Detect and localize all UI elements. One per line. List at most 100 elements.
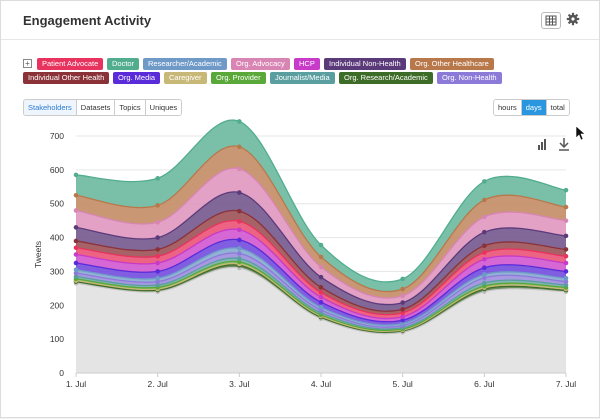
point-doctor[interactable] [155, 176, 160, 181]
point-org-advocacy[interactable] [73, 208, 79, 213]
point-individual-non-health[interactable] [318, 274, 324, 280]
point-doctor[interactable] [73, 172, 79, 178]
point-org-advocacy[interactable] [482, 214, 487, 220]
tab-total[interactable]: total [546, 100, 569, 115]
point-individual-other-health[interactable] [73, 238, 79, 244]
point-org-non-health[interactable] [73, 270, 79, 276]
point-patient-advocate[interactable] [73, 245, 79, 251]
point-doctor[interactable] [482, 179, 487, 184]
point-hcp[interactable] [400, 314, 405, 320]
category-tag[interactable]: Org. Provider [211, 72, 266, 84]
tab-stakeholders[interactable]: Stakeholders [24, 100, 77, 115]
point-individual-other-health[interactable] [563, 247, 569, 252]
point-individual-non-health[interactable] [155, 235, 160, 240]
point-org-advocacy[interactable] [155, 220, 160, 225]
point-org-other-healthcare[interactable] [73, 192, 79, 198]
point-patient-advocate[interactable] [155, 253, 160, 259]
point-org-other-healthcare[interactable] [318, 254, 324, 260]
point-individual-other-health[interactable] [318, 285, 324, 290]
category-tag[interactable]: Patient Advocate [37, 58, 104, 70]
point-patient-advocate[interactable] [563, 253, 569, 259]
point-org-advocacy[interactable] [400, 293, 405, 299]
category-tag[interactable]: Org. Media [113, 72, 161, 84]
point-org-other-healthcare[interactable] [237, 144, 242, 150]
point-individual-non-health[interactable] [482, 229, 487, 235]
point-journalist-media[interactable] [73, 274, 79, 279]
point-patient-advocate[interactable] [237, 219, 242, 224]
point-org-media[interactable] [237, 237, 242, 243]
category-tag[interactable]: Researcher/Academic [143, 58, 227, 70]
point-researcher-academic[interactable] [563, 275, 569, 281]
point-org-other-healthcare[interactable] [400, 286, 405, 292]
point-org-other-healthcare[interactable] [482, 197, 487, 203]
point-hcp[interactable] [482, 256, 487, 262]
point-doctor[interactable] [318, 242, 324, 248]
point-journalist-media[interactable] [482, 280, 487, 286]
category-tag[interactable]: Individual Non-Health [324, 58, 406, 70]
point-journalist-media[interactable] [155, 282, 160, 288]
point-researcher-academic[interactable] [482, 272, 487, 277]
point-doctor[interactable] [237, 119, 242, 124]
point-org-other-healthcare[interactable] [563, 204, 569, 210]
area-org-advocacy[interactable] [76, 168, 566, 305]
tab-days[interactable]: days [521, 100, 547, 115]
category-tag[interactable]: Org. Research/Academic [339, 72, 433, 84]
category-tag[interactable]: Org. Advocacy [231, 58, 290, 70]
point-org-advocacy[interactable] [318, 264, 324, 270]
point-org-non-health[interactable] [155, 279, 160, 284]
point-hcp[interactable] [73, 252, 79, 257]
category-tag[interactable]: Journalist/Media [270, 72, 335, 84]
point-org-media[interactable] [155, 269, 160, 274]
point-doctor[interactable] [563, 187, 569, 193]
download-icon[interactable] [559, 138, 569, 151]
point-individual-non-health[interactable] [400, 300, 405, 305]
point-org-other-healthcare[interactable] [155, 203, 160, 208]
point-org-media[interactable] [482, 265, 487, 271]
point-journalist-media[interactable] [237, 256, 242, 261]
area-individual-non-health[interactable] [76, 191, 566, 312]
category-tag[interactable]: Org. Other Healthcare [410, 58, 494, 70]
point-researcher-academic[interactable] [318, 305, 324, 310]
point-journalist-media[interactable] [563, 282, 569, 288]
point-org-media[interactable] [400, 317, 405, 323]
point-researcher-academic[interactable] [73, 267, 79, 273]
tab-topics[interactable]: Topics [115, 100, 146, 115]
point-hcp[interactable] [318, 294, 324, 300]
table-view-button[interactable] [541, 12, 561, 29]
point-hcp[interactable] [237, 227, 242, 233]
point-researcher-academic[interactable] [237, 246, 242, 251]
point-individual-other-health[interactable] [400, 307, 405, 312]
category-tag[interactable]: Org. Non-Health [437, 72, 502, 84]
point-individual-other-health[interactable] [155, 247, 160, 252]
area-doctor[interactable] [76, 120, 566, 292]
point-patient-advocate[interactable] [400, 310, 405, 316]
category-tag[interactable]: Individual Other Health [23, 72, 110, 84]
point-org-non-health[interactable] [482, 275, 487, 281]
point-org-media[interactable] [563, 269, 569, 274]
tab-uniques[interactable]: Uniques [145, 100, 182, 115]
category-tag[interactable]: Caregiver [164, 72, 207, 84]
point-individual-non-health[interactable] [237, 190, 242, 195]
point-org-media[interactable] [318, 299, 324, 305]
point-org-non-health[interactable] [237, 251, 242, 256]
point-individual-other-health[interactable] [482, 243, 487, 248]
point-researcher-academic[interactable] [155, 275, 160, 281]
tab-hours[interactable]: hours [494, 100, 522, 115]
area-org-other-healthcare[interactable] [76, 145, 566, 299]
point-individual-non-health[interactable] [73, 225, 79, 230]
tab-datasets[interactable]: Datasets [76, 100, 116, 115]
point-individual-non-health[interactable] [563, 233, 569, 239]
point-researcher-academic[interactable] [400, 321, 405, 326]
chart-bar-icon[interactable] [538, 139, 546, 150]
point-doctor[interactable] [400, 276, 405, 282]
point-org-advocacy[interactable] [563, 218, 569, 223]
point-org-provider[interactable] [237, 259, 242, 265]
point-org-advocacy[interactable] [237, 166, 242, 172]
expand-categories-button[interactable]: + [23, 59, 32, 68]
point-org-non-health[interactable] [563, 279, 569, 284]
point-hcp[interactable] [563, 260, 569, 266]
category-tag[interactable]: Doctor [107, 58, 140, 70]
point-org-media[interactable] [73, 260, 79, 266]
point-patient-advocate[interactable] [318, 290, 324, 295]
gear-icon[interactable] [566, 12, 580, 26]
